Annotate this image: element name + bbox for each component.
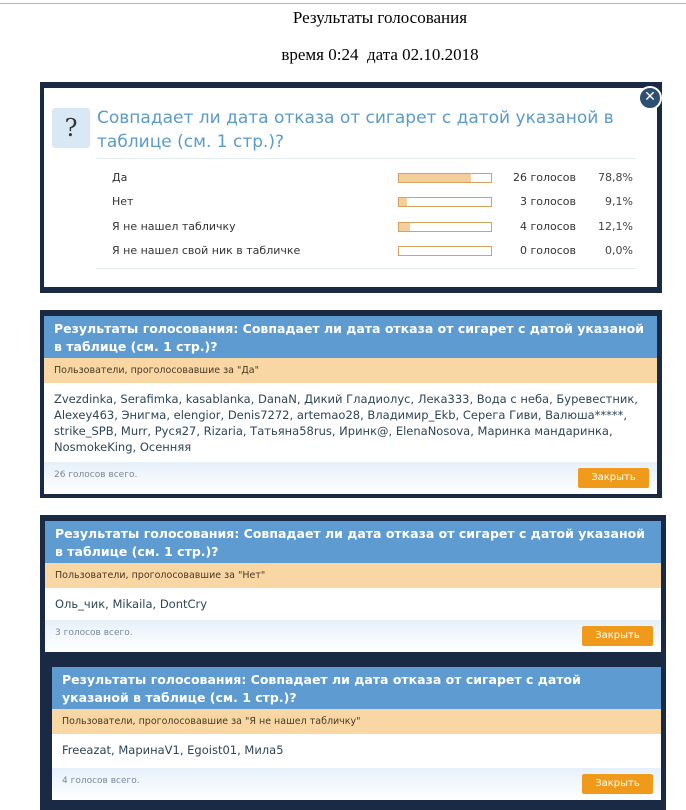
results-panel-no-table: Результаты голосования: Совпадает ли дат… <box>52 667 661 800</box>
option-percent: 78,8% <box>598 171 633 184</box>
poll-option: Я не нашел свой ник в табличке 0 голосов… <box>112 240 637 262</box>
option-label: Я не нашел табличку <box>112 220 236 233</box>
voter-names: Zvezdinka, Serafimka, kasablanka, DanaN,… <box>54 392 638 454</box>
document-time-date: время 0:24 дата 02.10.2018 <box>281 45 479 64</box>
total-votes: 26 голосов всего. <box>54 470 138 480</box>
option-label: Я не нашел свой ник в табличке <box>112 244 301 257</box>
close-button[interactable]: Закрыть <box>578 468 649 488</box>
results-header: Результаты голосования: Совпадает ли дат… <box>45 521 661 563</box>
option-bar <box>398 173 492 183</box>
option-percent: 0,0% <box>605 244 633 257</box>
poll-option: Да 26 голосов 78,8% <box>112 167 637 189</box>
option-bar <box>398 222 492 232</box>
voter-names: Freeazat, МаринаV1, Egoist01, Мила5 <box>62 743 284 757</box>
option-bar <box>398 246 492 256</box>
close-icon[interactable]: ✕ <box>638 86 662 110</box>
option-votes: 3 голосов <box>519 195 576 208</box>
results-header: Результаты голосования: Совпадает ли дат… <box>44 316 657 358</box>
close-button[interactable]: Закрыть <box>582 626 653 646</box>
results-footer: 26 голосов всего. Закрыть <box>44 462 657 494</box>
ruler <box>0 0 686 4</box>
option-percent: 12,1% <box>598 220 633 233</box>
option-label: Да <box>112 171 128 184</box>
results-footer: 3 голосов всего. Закрыть <box>45 620 661 652</box>
divider <box>96 158 636 159</box>
divider <box>96 268 636 269</box>
poll-option: Я не нашел табличку 4 голосов 12,1% <box>112 216 637 238</box>
close-button[interactable]: Закрыть <box>582 774 653 794</box>
results-subheader: Пользователи, проголосовавшие за "Я не н… <box>52 709 661 734</box>
option-bar-fill <box>399 174 472 182</box>
poll-question: Совпадает ли дата отказа от сигарет с да… <box>97 108 614 152</box>
option-votes: 0 голосов <box>519 244 576 257</box>
results-footer: 4 голосов всего. Закрыть <box>52 768 661 800</box>
results-subheader: Пользователи, проголосовавшие за "Нет" <box>45 563 661 588</box>
option-bar-fill <box>399 198 408 206</box>
question-icon: ? <box>52 108 90 148</box>
results-panel-yes: Результаты голосования: Совпадает ли дат… <box>44 316 657 494</box>
total-votes: 3 голосов всего. <box>55 628 133 638</box>
voter-names: Оль_чик, Mikaila, DontCry <box>55 597 208 611</box>
option-bar-fill <box>399 223 411 231</box>
total-votes: 4 голосов всего. <box>62 776 140 786</box>
document-title: Результаты голосования <box>292 8 468 27</box>
option-percent: 9,1% <box>605 195 633 208</box>
results-header: Результаты голосования: Совпадает ли дат… <box>52 667 661 709</box>
poll-panel: ? Совпадает ли дата отказа от сигарет с … <box>44 88 657 287</box>
results-panel-no: Результаты голосования: Совпадает ли дат… <box>45 521 661 652</box>
poll-option: Нет 3 голосов 9,1% <box>112 191 637 213</box>
option-votes: 4 голосов <box>519 220 576 233</box>
option-votes: 26 голосов <box>512 171 576 184</box>
option-bar <box>398 197 492 207</box>
option-label: Нет <box>112 195 134 208</box>
results-subheader: Пользователи, проголосовавшие за "Да" <box>44 358 657 383</box>
